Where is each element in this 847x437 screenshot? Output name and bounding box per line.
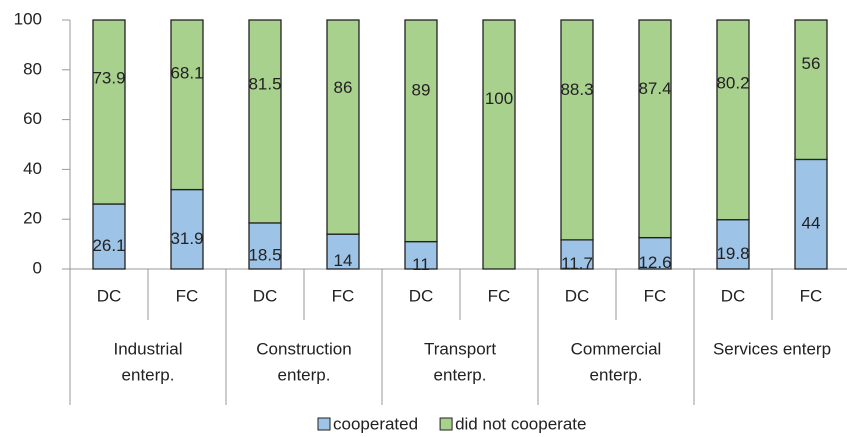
bar-segment xyxy=(716,219,750,270)
bar-segment xyxy=(716,19,750,221)
legend-swatch xyxy=(439,417,453,431)
data-label: 80.2 xyxy=(716,73,749,92)
group-label: enterp. xyxy=(122,365,175,384)
x-tick-label: DC xyxy=(409,286,434,305)
data-label: 100 xyxy=(485,89,513,108)
bar-segment xyxy=(560,239,594,270)
data-label: 11 xyxy=(412,255,430,274)
y-tick-label: 40 xyxy=(23,159,42,178)
data-label: 44 xyxy=(802,214,821,233)
bar-segment xyxy=(404,19,438,243)
data-label: 68.1 xyxy=(170,64,203,83)
data-label: 31.9 xyxy=(170,229,203,248)
bar-segment xyxy=(638,236,672,270)
group-label: Services enterp xyxy=(713,339,831,358)
data-label: 89 xyxy=(412,80,431,99)
x-tick-label: FC xyxy=(332,286,355,305)
x-tick-label: FC xyxy=(800,286,823,305)
bar-segment xyxy=(92,19,126,205)
legend-label: cooperated xyxy=(333,414,418,433)
x-tick-label: FC xyxy=(176,286,199,305)
data-label: 26.1 xyxy=(92,236,125,255)
group-label: Commercial xyxy=(571,339,662,358)
y-tick-label: 20 xyxy=(23,209,42,228)
data-label: 56 xyxy=(802,54,821,73)
bar-segment xyxy=(794,19,828,161)
bar-segment xyxy=(326,19,360,235)
group-label: Transport xyxy=(424,339,496,358)
data-label: 73.9 xyxy=(92,68,125,87)
data-label: 88.3 xyxy=(560,80,593,99)
bar-segment xyxy=(794,158,828,270)
data-label: 86 xyxy=(334,78,353,97)
y-tick-label: 0 xyxy=(33,258,42,277)
data-label: 18.5 xyxy=(248,245,281,264)
bar-segment xyxy=(248,19,282,224)
group-label: enterp. xyxy=(278,365,331,384)
x-tick-label: FC xyxy=(488,286,511,305)
data-label: 14 xyxy=(334,251,353,270)
x-tick-label: DC xyxy=(565,286,590,305)
x-tick-label: DC xyxy=(97,286,122,305)
bar-segment xyxy=(404,240,438,270)
bar-segment xyxy=(482,19,516,270)
legend-swatch xyxy=(317,417,331,431)
data-label: 11.7 xyxy=(561,254,593,273)
y-tick-label: 100 xyxy=(14,9,42,28)
x-tick-label: FC xyxy=(644,286,667,305)
data-label: 81.5 xyxy=(248,74,281,93)
group-label: Industrial xyxy=(114,339,183,358)
legend-label: did not cooperate xyxy=(455,414,586,433)
group-label: enterp. xyxy=(590,365,643,384)
bar-segment xyxy=(170,19,204,191)
group-label: Construction xyxy=(256,339,351,358)
group-label: enterp. xyxy=(434,365,487,384)
y-tick-label: 60 xyxy=(23,109,42,128)
data-label: 12.6 xyxy=(638,253,671,272)
data-label: 87.4 xyxy=(638,79,671,98)
bar-segment xyxy=(638,19,672,239)
x-tick-label: DC xyxy=(253,286,278,305)
x-tick-label: DC xyxy=(721,286,746,305)
data-label: 19.8 xyxy=(716,244,749,263)
bar-segment xyxy=(560,19,594,241)
y-tick-label: 80 xyxy=(23,59,42,78)
